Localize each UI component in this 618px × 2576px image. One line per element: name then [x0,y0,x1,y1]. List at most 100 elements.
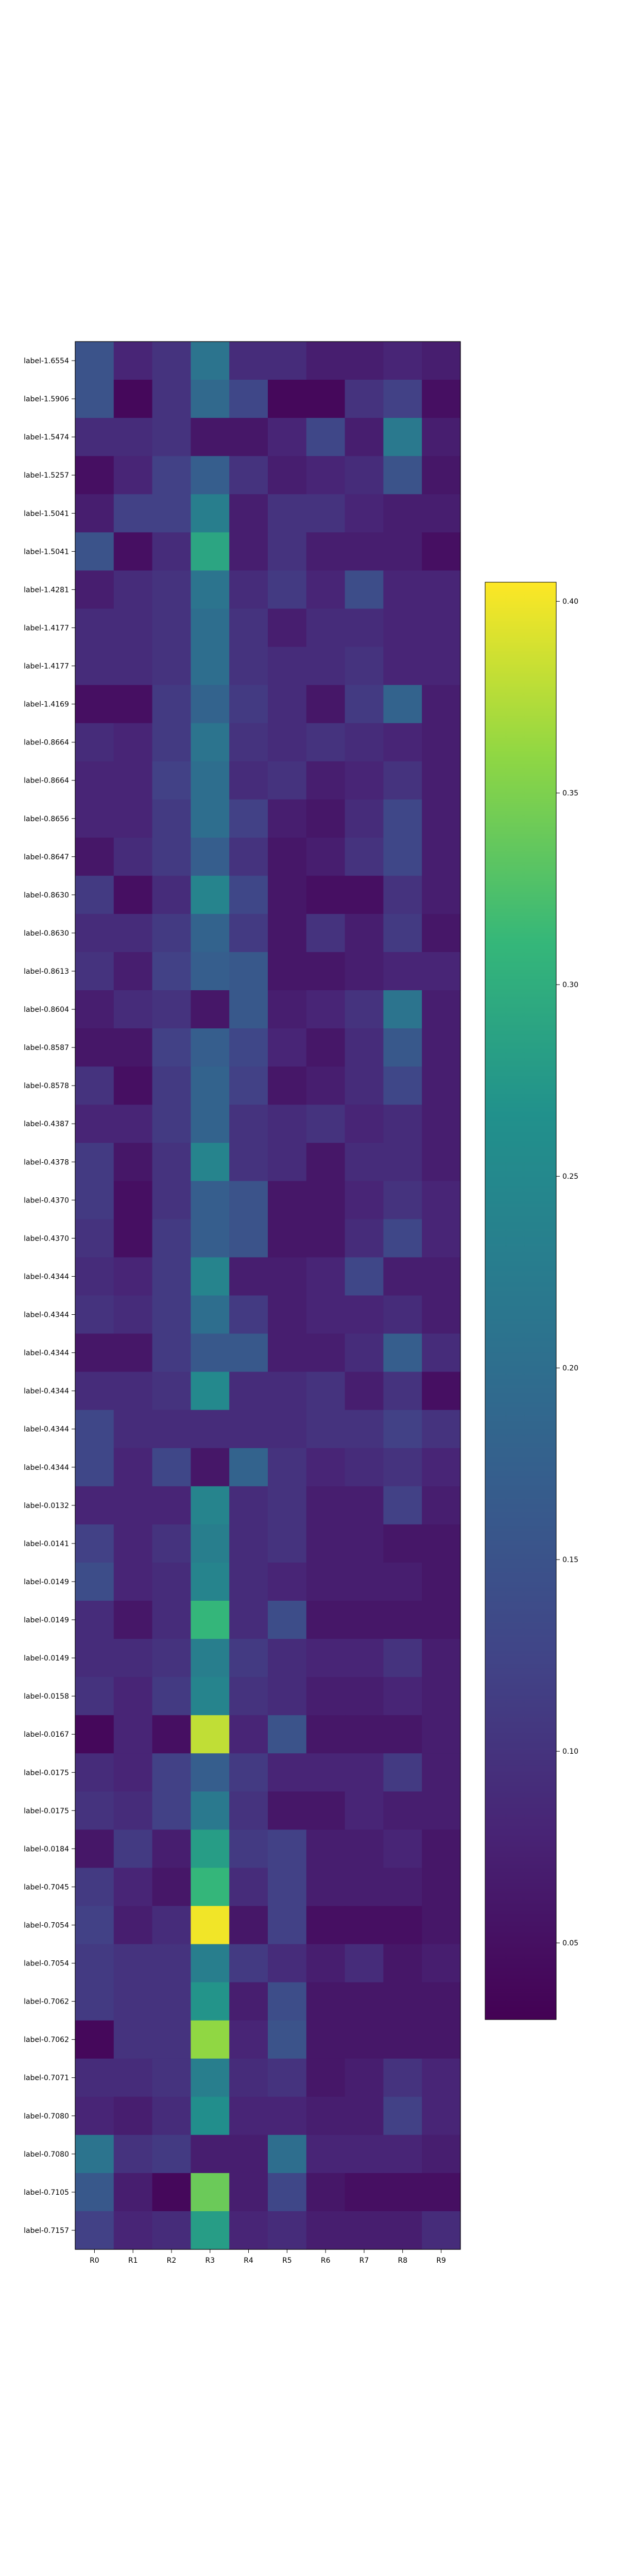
heatmap-cell [229,1371,268,1411]
heatmap-cell [229,342,268,380]
heatmap-cell [345,1562,384,1601]
heatmap-cell [229,837,268,876]
heatmap-cell [383,1333,422,1372]
heatmap-cell [75,1181,114,1219]
heatmap-cell [306,761,346,800]
heatmap-cell [113,1753,153,1792]
y-tick-label: label-0.0175 [24,1807,69,1815]
heatmap-cell [268,837,307,876]
heatmap-cell [268,685,307,724]
heatmap-cell [383,1410,422,1449]
heatmap-cell [191,1105,230,1143]
heatmap-cell [113,1448,153,1487]
heatmap-cell [113,1219,153,1258]
x-tick-label: R8 [398,2257,407,2265]
heatmap-cell [422,1829,461,1868]
heatmap-cell [345,647,384,686]
colorbar-tick-label: 0.35 [562,789,578,798]
heatmap-cell [191,1181,230,1219]
colorbar-tick-label: 0.30 [562,981,578,989]
heatmap-cell [75,1333,114,1372]
heatmap-cell [191,1257,230,1296]
heatmap-cell [306,1715,346,1754]
heatmap-cell [422,1562,461,1601]
heatmap-cell [422,1677,461,1716]
heatmap-cell [422,799,461,838]
heatmap-cell [113,952,153,991]
heatmap-cell [383,2020,422,2059]
heatmap-cell [113,2173,153,2212]
heatmap-cell [75,1944,114,1983]
heatmap-cell [113,570,153,609]
heatmap-cell [229,685,268,724]
heatmap-cell [345,685,384,724]
heatmap-cell [191,1677,230,1716]
heatmap-cell [229,723,268,762]
y-tick-label: label-0.7080 [24,2150,69,2159]
y-tick-label: label-0.7062 [24,1998,69,2006]
heatmap-cell [306,342,346,380]
heatmap-cell [268,1257,307,1296]
heatmap-cell [152,532,191,571]
heatmap-cell [422,913,461,953]
heatmap-cell [229,380,268,418]
y-tick-label: label-1.5041 [24,548,69,556]
heatmap-cell [422,647,461,686]
heatmap-cell [306,380,346,418]
heatmap-cell [191,1143,230,1181]
heatmap-cell [383,1371,422,1411]
heatmap-cell [422,1868,461,1907]
heatmap-cell [191,647,230,686]
heatmap-cell [152,1410,191,1449]
heatmap-cell [75,723,114,762]
heatmap-cell [229,1066,268,1105]
heatmap-cell [383,1181,422,1219]
heatmap-cell [229,1295,268,1334]
heatmap-cell [229,1562,268,1601]
heatmap-cell [268,799,307,838]
heatmap-cell [422,2211,461,2250]
heatmap-cell [306,952,346,991]
plot-frame [75,341,461,2250]
heatmap-cell [422,1486,461,1525]
heatmap-cell [345,799,384,838]
heatmap-cell [229,761,268,800]
heatmap-cell [113,647,153,686]
heatmap-cell [229,1486,268,1525]
heatmap-cell [191,1562,230,1601]
heatmap-cell [191,1829,230,1868]
heatmap-cell [383,608,422,648]
y-tick-label: label-0.4387 [24,1120,69,1128]
heatmap-cell [75,380,114,418]
heatmap-cell [345,1791,384,1830]
heatmap-cell [306,456,346,495]
heatmap-cell [268,1410,307,1449]
y-tick-label: label-0.4344 [24,1273,69,1281]
y-tick-label: label-0.7080 [24,2112,69,2121]
heatmap-cell [191,2058,230,2097]
heatmap-cell [268,1181,307,1219]
heatmap-cell [191,1295,230,1334]
heatmap-cell [113,1677,153,1716]
colorbar-tick-label: 0.05 [562,1939,578,1947]
heatmap-cell [345,1600,384,1639]
heatmap-cell [113,761,153,800]
heatmap-cell [306,1982,346,2021]
heatmap-cell [75,1753,114,1792]
heatmap-cell [345,1181,384,1219]
heatmap-cell [422,608,461,648]
heatmap-cell [422,685,461,724]
heatmap-cell [229,1219,268,1258]
heatmap-cell [306,2211,346,2250]
heatmap-cell [152,1715,191,1754]
heatmap-cell [191,570,230,609]
heatmap-cell [229,2058,268,2097]
heatmap-cell [268,1982,307,2021]
heatmap-cell [113,380,153,418]
heatmap-cell [306,1524,346,1563]
heatmap-cell [113,1066,153,1105]
heatmap-cell [191,608,230,648]
heatmap-cell [152,2173,191,2212]
y-tick-label: label-1.5257 [24,471,69,480]
heatmap-cell [191,1219,230,1258]
